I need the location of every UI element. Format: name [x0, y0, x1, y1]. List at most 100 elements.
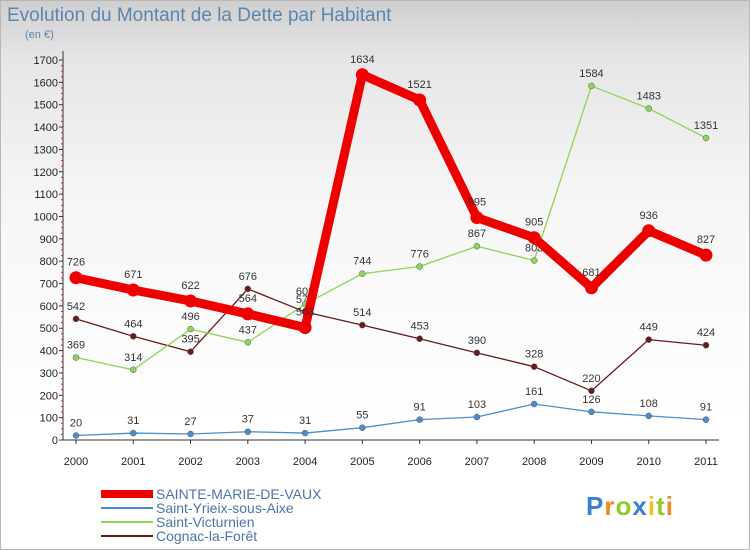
data-label: 671	[124, 269, 142, 281]
data-point	[187, 430, 194, 438]
data-point	[416, 335, 423, 342]
data-label: 995	[468, 197, 486, 209]
data-point	[241, 307, 255, 321]
x-tick-label: 2005	[350, 456, 374, 468]
data-point	[645, 412, 652, 420]
data-label: 1634	[350, 54, 374, 66]
y-tick-label: 100	[40, 413, 58, 425]
y-tick-label: 1300	[34, 144, 58, 156]
data-label: 496	[181, 311, 199, 323]
y-tick-label: 1500	[34, 100, 58, 112]
data-point	[530, 400, 538, 408]
x-tick-label: 2006	[407, 456, 431, 468]
data-label: 31	[127, 415, 139, 427]
data-point	[413, 93, 427, 107]
data-label: 776	[410, 249, 428, 261]
data-point	[187, 325, 194, 333]
x-tick-label: 2000	[64, 456, 88, 468]
data-point	[530, 257, 538, 264]
data-label: 91	[700, 402, 712, 414]
x-tick-label: 2003	[236, 456, 260, 468]
data-point	[588, 387, 595, 395]
data-point	[699, 248, 713, 262]
legend-swatch	[101, 521, 153, 523]
data-point	[359, 424, 366, 431]
data-point	[130, 429, 137, 437]
y-tick-label: 0	[52, 435, 58, 447]
data-label: 726	[67, 257, 85, 269]
x-tick-label: 2002	[178, 456, 202, 468]
data-point	[69, 271, 83, 285]
data-label: 622	[181, 280, 199, 292]
x-tick-label: 2001	[121, 456, 145, 468]
data-label: 27	[184, 416, 196, 428]
data-label: 453	[410, 321, 428, 333]
data-point	[244, 428, 252, 435]
data-label: 37	[242, 414, 254, 426]
data-point	[301, 429, 309, 437]
data-label: 564	[239, 293, 257, 305]
x-tick-label: 2007	[465, 456, 489, 468]
x-tick-label: 2004	[293, 456, 317, 468]
data-point	[473, 413, 481, 421]
y-tick-label: 400	[40, 346, 58, 358]
data-point	[72, 354, 80, 361]
brand-letter: r	[604, 491, 616, 521]
y-tick-label: 300	[40, 368, 58, 380]
data-label: 681	[582, 267, 600, 279]
data-label: 542	[67, 301, 85, 313]
data-label: 390	[468, 335, 486, 347]
data-label: 424	[697, 327, 715, 339]
series-line	[75, 403, 707, 437]
data-label: 449	[640, 322, 658, 334]
data-label: 369	[67, 340, 85, 352]
data-label: 827	[697, 234, 715, 246]
data-label: 437	[239, 324, 257, 336]
data-point	[584, 281, 598, 295]
x-tick-label: 2009	[579, 456, 603, 468]
data-point	[473, 242, 481, 250]
y-tick-label: 1400	[34, 122, 58, 134]
x-tick-label: 2010	[636, 456, 660, 468]
brand-letter: i	[665, 491, 674, 521]
x-tick-label: 2008	[522, 456, 546, 468]
data-label: 395	[181, 334, 199, 346]
data-point	[126, 283, 140, 297]
data-label: 108	[640, 398, 658, 410]
chart-subtitle: (en €)	[25, 29, 54, 41]
data-label: 314	[124, 352, 142, 364]
data-point	[72, 432, 80, 439]
brand-logo: Proxiti	[586, 491, 674, 522]
data-point	[244, 339, 252, 346]
data-label: 103	[468, 399, 486, 411]
data-point	[530, 363, 538, 370]
data-point	[702, 341, 710, 349]
data-label: 1584	[579, 68, 603, 80]
data-point	[642, 224, 656, 238]
data-point	[72, 315, 80, 323]
legend-label: Saint-Victurnien	[156, 514, 255, 530]
legend-label: Saint-Yrieix-sous-Aixe	[156, 500, 294, 516]
y-tick-label: 500	[40, 323, 58, 335]
data-label: 55	[356, 410, 368, 422]
series-line	[75, 85, 707, 371]
data-label: 503	[296, 307, 314, 319]
y-tick-label: 200	[40, 390, 58, 402]
data-label: 936	[640, 210, 658, 222]
data-point	[470, 211, 484, 225]
data-point	[527, 231, 541, 245]
data-label: 1351	[694, 120, 718, 132]
brand-letter: P	[586, 491, 605, 521]
y-tick-label: 1100	[34, 189, 58, 201]
data-label: 514	[353, 307, 371, 319]
data-label: 1521	[407, 79, 431, 91]
data-label: 744	[353, 256, 371, 268]
data-label: 1483	[636, 91, 660, 103]
data-point	[359, 321, 366, 329]
data-point	[416, 416, 423, 423]
data-point	[588, 408, 595, 416]
y-tick-label: 1200	[34, 167, 58, 179]
data-point	[298, 321, 312, 335]
